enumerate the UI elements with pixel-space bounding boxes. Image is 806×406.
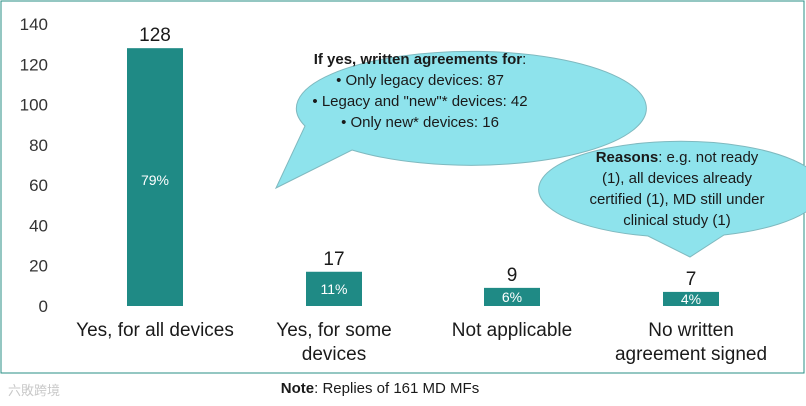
callout-2-line: Reasons: e.g. not ready (596, 149, 759, 166)
y-tick-label: 40 (29, 216, 48, 235)
x-tick-label: Yes, for all devices (76, 320, 234, 341)
bar (663, 291, 719, 306)
bar-value-label: 128 (139, 25, 171, 46)
y-tick-label: 120 (20, 55, 48, 74)
bar (127, 48, 183, 307)
y-tick-label: 0 (39, 297, 48, 316)
callout-1-item: • Only legacy devices: 87 (336, 72, 504, 89)
callout-reasons: Reasons: e.g. not ready (1), all devices… (538, 140, 806, 258)
bar (306, 271, 362, 306)
callout-2-line: certified (1), MD still under (589, 191, 764, 208)
bar (484, 287, 540, 306)
x-tick-label: agreement signed (615, 344, 767, 365)
y-tick-label: 140 (20, 15, 48, 34)
bar-percent-label: 11% (321, 281, 348, 297)
y-tick-label: 60 (29, 176, 48, 195)
note: Note: Replies of 161 MD MFs (280, 380, 480, 397)
y-axis: 0 20 40 60 80 100 120 140 (20, 15, 48, 316)
x-tick-label: Not applicable (452, 320, 572, 341)
x-tick-label: No written (648, 320, 734, 341)
x-tick-label: Yes, for some (276, 320, 391, 341)
x-axis-labels: Yes, for all devices Yes, for some devices… (76, 320, 767, 365)
speech-bubble-1 (274, 50, 647, 190)
y-tick-label: 100 (20, 96, 48, 115)
callout-2-line: (1), all devices already (602, 170, 753, 187)
callout-1-item: • Legacy and "new"* devices: 42 (312, 93, 527, 110)
speech-bubble-2 (538, 140, 806, 258)
callout-written-agreements: If yes, written agreements for: • Only l… (274, 50, 647, 190)
callout-1-item: • Only new* devices: 16 (341, 114, 499, 131)
bar-percent-label: 79% (141, 172, 169, 188)
callout-1-heading: If yes, written agreements for: (314, 51, 527, 68)
watermark-logo: 六敗跨境 (8, 384, 61, 399)
bar-value-label: 7 (686, 269, 697, 290)
bars: 128 79% 17 11% 9 6% 74% (127, 25, 719, 307)
bar-value-label: 9 (507, 265, 518, 286)
y-tick-label: 20 (29, 257, 48, 276)
x-tick-label: devices (302, 344, 366, 365)
bar-percent-label: 6% (502, 289, 522, 305)
bar-value-label: 17 (323, 249, 344, 270)
bar-percent-label: 4% (681, 291, 701, 307)
callout-2-line: clinical study (1) (623, 212, 731, 229)
y-tick-label: 80 (29, 136, 48, 155)
